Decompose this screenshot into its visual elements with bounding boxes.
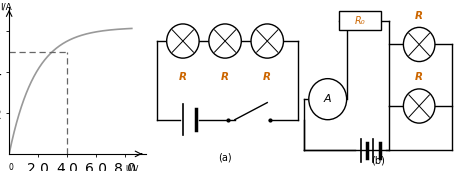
Text: R: R [415,11,423,21]
Circle shape [309,79,347,120]
Text: U/V: U/V [125,164,138,171]
FancyBboxPatch shape [339,11,381,30]
Circle shape [167,24,199,58]
Circle shape [209,24,241,58]
Text: R: R [415,72,423,82]
Circle shape [404,89,435,123]
Text: 0: 0 [9,163,14,171]
Text: (b): (b) [371,156,385,166]
Circle shape [251,24,283,58]
Text: R: R [179,72,187,82]
Text: R: R [221,72,229,82]
Text: I/A: I/A [0,3,12,12]
Text: R₀: R₀ [355,16,365,25]
Text: R: R [263,72,271,82]
Text: (a): (a) [218,153,232,162]
Circle shape [404,27,435,62]
Text: A: A [324,94,331,104]
